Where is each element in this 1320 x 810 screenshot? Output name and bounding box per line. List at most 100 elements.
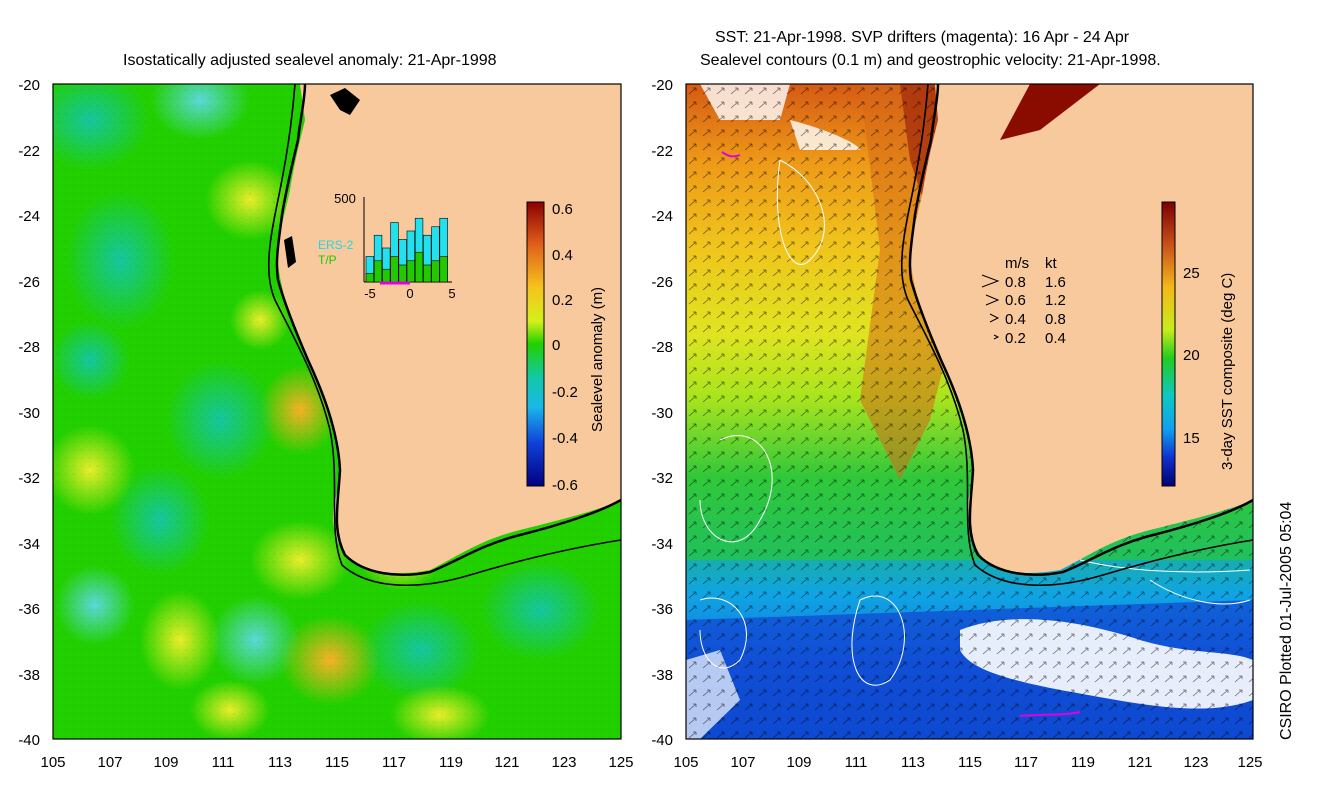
inset-bar-tp [382,268,391,283]
x-tick: 125 [1237,754,1262,771]
inset-bar-tp [439,256,448,283]
cbar-tick: 0.4 [552,247,573,264]
arrow-0.4-icon [989,313,1000,323]
x-tick: 109 [786,754,811,771]
inset-bar-tp [398,264,407,283]
cbar-tick: 25 [1183,265,1200,282]
inset-bars [365,217,448,283]
sla-colorbar: 0.6 0.4 0.2 0 -0.2 -0.4 -0.6 Sealevel an… [526,201,606,494]
sst-colorbar: 25 20 15 3-day SST composite (deg C) [1161,201,1236,487]
x-tick: 121 [1127,754,1152,771]
inset-x-tick: -5 [364,286,376,301]
y-tick: -34 [18,536,40,553]
legend-ms: 0.8 [1005,274,1026,291]
right-y-axis: -20 -22 -24 -26 -28 -30 -32 -34 -36 -38 … [651,77,673,749]
y-tick: -38 [651,667,673,684]
y-tick: -22 [18,143,40,160]
cbar-tick: -0.2 [552,384,578,401]
y-tick: -36 [18,601,40,618]
arrow-0.2-icon [993,334,1000,340]
velocity-legend: m/s kt 0.8 1.6 0.6 1.2 0.4 0.8 0.2 0.4 [981,255,1066,347]
x-tick: 115 [958,754,982,771]
x-tick: 117 [382,754,406,771]
y-tick: -26 [18,274,40,291]
cbar-tick: -0.6 [552,477,578,494]
x-tick: 123 [551,754,576,771]
legend-kt: 0.4 [1045,330,1066,347]
right-map-title-line1: SST: 21-Apr-1998. SVP drifters (magenta)… [715,29,1130,46]
cbar-tick: -0.4 [552,430,578,447]
legend-header-ms: m/s [1005,255,1029,272]
left-map-title: Isostatically adjusted sealevel anomaly:… [123,52,497,69]
right-x-axis: 105 107 109 111 113 115 117 119 121 123 … [673,754,1262,771]
cbar-tick: 15 [1183,430,1200,447]
inset-bar-tp [406,260,415,283]
cbar-label: 3-day SST composite (deg C) [1219,273,1236,470]
y-tick: -28 [651,339,673,356]
y-tick: -28 [18,339,40,356]
x-tick: 109 [153,754,178,771]
inset-bar-tp [390,256,399,283]
legend-header-kt: kt [1045,255,1058,272]
x-tick: 125 [608,754,633,771]
x-tick: 119 [1071,754,1095,771]
x-tick: 119 [439,754,463,771]
y-tick: -36 [651,601,673,618]
x-tick: 123 [1183,754,1208,771]
inset-bar-tp [373,260,383,283]
x-tick: 113 [901,754,925,771]
cbar-tick: 0.6 [552,201,573,218]
plot-credit: CSIRO Plotted 01-Jul-2005 05:04 [1278,501,1295,740]
y-tick: -20 [18,77,40,94]
inset-x-tick: 0 [406,286,413,301]
cbar-tick: 0.2 [552,292,573,309]
x-tick: 115 [325,754,349,771]
x-tick: 107 [97,754,122,771]
x-tick: 105 [40,754,65,771]
arrow-0.6-icon [985,294,1000,306]
y-tick: -30 [651,405,673,422]
inset-y-tick: 500 [334,191,356,206]
y-tick: -20 [651,77,673,94]
y-tick: -34 [651,536,673,553]
legend-kt: 1.6 [1045,274,1066,291]
legend-tp: T/P [318,253,337,267]
x-tick: 113 [268,754,292,771]
y-tick: -38 [18,667,40,684]
cbar-label: Sealevel anomaly (m) [589,287,606,432]
y-tick: -40 [18,732,40,749]
inset-bar-tp [423,264,432,283]
legend-ers2: ERS-2 [318,238,354,252]
cbar-tick: 0 [552,337,560,354]
legend-kt: 1.2 [1045,292,1066,309]
left-y-axis: -20 -22 -24 -26 -28 -30 -32 -34 -36 -38 … [18,77,40,749]
legend-ms: 0.6 [1005,292,1026,309]
y-tick: -26 [651,274,673,291]
inset-x-tick: 5 [448,286,455,301]
y-tick: -24 [18,208,40,225]
inset-bar-tp [431,260,440,283]
inset-bar-tp [365,273,374,283]
x-tick: 107 [730,754,755,771]
y-tick: -30 [18,405,40,422]
x-tick: 105 [673,754,698,771]
y-tick: -40 [651,732,673,749]
y-tick: -32 [18,470,40,487]
inset-bar-tp [414,251,424,283]
x-tick: 121 [494,754,519,771]
legend-kt: 0.8 [1045,311,1066,328]
arrow-0.8-icon [981,274,1000,288]
cbar-tick: 20 [1183,347,1200,364]
y-tick: -22 [651,143,673,160]
x-tick: 117 [1014,754,1038,771]
legend-ms: 0.4 [1005,311,1026,328]
data-count-inset: 500 -5 0 5 ERS-2 T/P [318,191,456,301]
x-tick: 111 [212,754,235,771]
right-map-title-line2: Sealevel contours (0.1 m) and geostrophi… [700,52,1161,69]
left-x-axis: 105 107 109 111 113 115 117 119 121 123 … [40,754,633,771]
legend-ms: 0.2 [1005,330,1026,347]
y-tick: -24 [651,208,673,225]
x-tick: 111 [845,754,868,771]
y-tick: -32 [651,470,673,487]
